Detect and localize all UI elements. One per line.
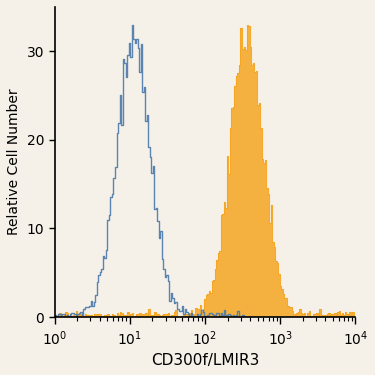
Y-axis label: Relative Cell Number: Relative Cell Number bbox=[7, 89, 21, 236]
Polygon shape bbox=[54, 25, 356, 317]
X-axis label: CD300f/LMIR3: CD300f/LMIR3 bbox=[151, 353, 259, 368]
